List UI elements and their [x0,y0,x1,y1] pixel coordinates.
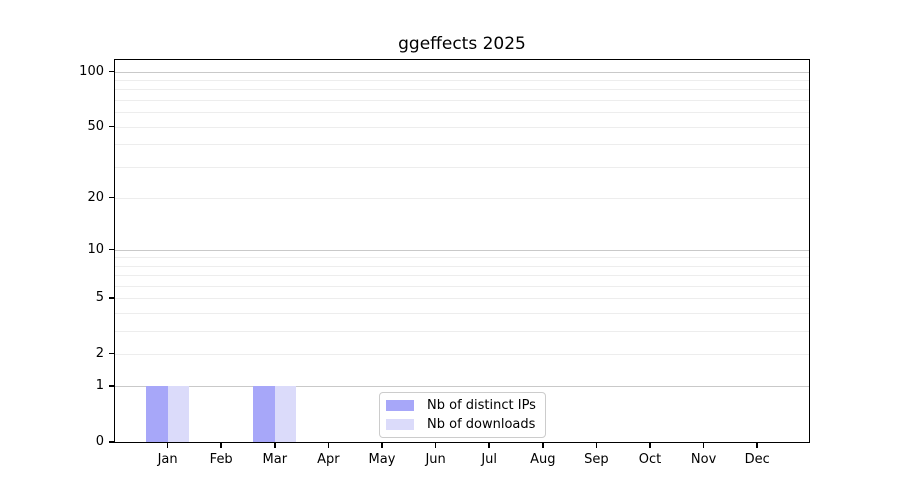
y-tick-label: 100 [79,63,104,79]
x-tick-month: Mar [262,452,288,467]
y-tick-mark [109,70,114,73]
x-tick-month: Sep [584,452,609,467]
major-gridline [115,249,809,251]
plot-area: Nb of distinct IPs Nb of downloads [114,59,810,443]
minor-gridline [115,312,809,314]
y-tick-mark [109,196,114,199]
minor-gridline [115,100,809,102]
y-tick-label: 0 [95,434,104,449]
x-tick-label: Jun2025 [425,452,445,468]
minor-gridline [115,89,809,91]
bar-distinct-ips [146,386,168,442]
minor-gridline [115,275,809,277]
x-tick-mark [756,443,758,448]
x-tick-mark [381,443,383,448]
x-tick-label: Nov2025 [691,452,716,468]
x-tick-label: Mar2025 [263,452,288,468]
legend-label-distinct-ips: Nb of distinct IPs [427,398,536,413]
y-tick-label: 5 [95,290,104,306]
x-tick-mark [166,443,169,448]
chart-title: ggeffects 2025 [398,34,526,54]
x-tick-month: Oct [638,452,662,467]
x-tick-mark [649,443,651,448]
y-tick-label: 1 [95,378,104,394]
bar-downloads [167,386,190,442]
x-tick-mark [220,443,222,448]
y-tick-mark [109,385,114,387]
minor-gridline [115,353,809,355]
x-tick-mark [434,443,437,448]
minor-gridline [115,330,809,332]
x-tick-label: Dec2025 [745,452,770,468]
x-tick-mark [327,443,330,448]
y-tick-mark [109,352,114,355]
x-tick-label: Apr2025 [317,452,340,468]
legend-row: Nb of distinct IPs [386,398,536,413]
bar-downloads [274,386,297,442]
x-tick-mark [702,443,705,448]
y-tick-label: 10 [87,241,104,257]
x-tick-label: Jul2025 [481,452,497,468]
x-tick-mark [595,443,598,448]
x-tick-month: Jan [157,452,178,467]
x-tick-month: Nov [690,452,717,467]
x-tick-month: Apr [317,452,340,467]
minor-gridline [115,166,809,168]
x-tick-mark [274,443,276,448]
legend-swatch-downloads [386,419,414,430]
major-gridline [115,71,809,73]
x-tick-month: Jun [425,452,446,467]
x-tick-mark [542,443,544,448]
minor-gridline [115,80,809,82]
y-tick-mark [109,297,114,299]
minor-gridline [115,298,809,300]
minor-gridline [115,126,809,128]
minor-gridline [115,197,809,199]
x-tick-mark [488,443,490,448]
y-tick-mark [109,441,114,443]
x-tick-label: Sep2025 [584,452,609,468]
major-gridline [115,386,809,388]
y-tick-label: 50 [87,118,104,134]
bar-distinct-ips [253,386,275,442]
x-tick-label: Oct2025 [639,452,661,468]
x-tick-label: Aug2025 [530,452,555,468]
x-tick-month: May [368,452,396,467]
y-tick-label: 20 [87,189,104,205]
legend-label-downloads: Nb of downloads [427,417,536,432]
legend-row: Nb of downloads [386,417,536,432]
y-tick-mark [109,248,114,251]
x-tick-label: Feb2025 [210,452,233,468]
legend: Nb of distinct IPs Nb of downloads [379,392,546,438]
x-tick-label: May2025 [369,452,396,468]
minor-gridline [115,265,809,267]
legend-swatch-distinct-ips [386,400,414,411]
y-tick-mark [109,125,114,128]
y-tick-label: 2 [95,345,104,361]
minor-gridline [115,144,809,146]
x-tick-month: Feb [209,452,233,467]
x-tick-month: Aug [530,452,556,467]
minor-gridline [115,285,809,287]
minor-gridline [115,257,809,259]
x-tick-month: Dec [744,452,770,467]
minor-gridline [115,112,809,114]
x-tick-label: Jan2025 [158,452,178,468]
x-tick-month: Jul [481,452,498,467]
